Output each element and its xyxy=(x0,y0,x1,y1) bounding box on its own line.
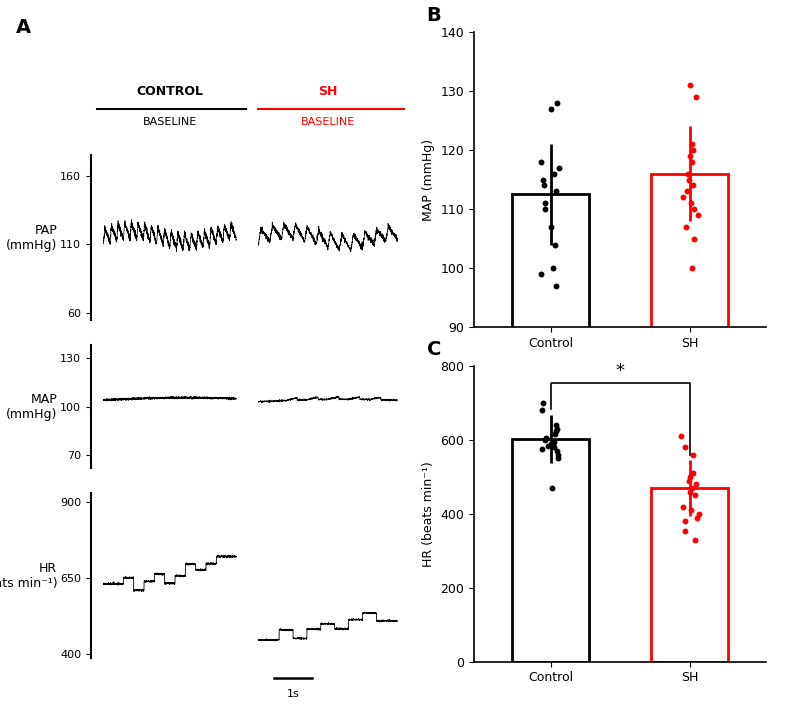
Point xyxy=(685,505,698,516)
Point xyxy=(551,423,564,434)
Text: BASELINE: BASELINE xyxy=(301,118,355,127)
Point xyxy=(552,453,565,464)
Point xyxy=(683,472,696,483)
Point xyxy=(679,525,691,536)
Bar xyxy=(652,488,728,662)
Point xyxy=(535,156,547,168)
Point xyxy=(682,168,694,180)
Text: BASELINE: BASELINE xyxy=(143,118,197,127)
Point xyxy=(538,198,551,209)
Point xyxy=(547,436,560,448)
Text: C: C xyxy=(427,340,441,359)
Y-axis label: HR
(beats min⁻¹): HR (beats min⁻¹) xyxy=(0,562,57,589)
Point xyxy=(687,203,700,215)
Point xyxy=(546,482,559,494)
Point xyxy=(686,263,698,274)
Bar xyxy=(512,439,589,662)
Point xyxy=(686,139,698,150)
Y-axis label: MAP (mmHg): MAP (mmHg) xyxy=(422,139,434,220)
Point xyxy=(552,449,565,460)
Point xyxy=(542,440,555,451)
Point xyxy=(675,431,687,442)
Y-axis label: HR (beats min⁻¹): HR (beats min⁻¹) xyxy=(422,461,434,567)
Y-axis label: PAP
(mmHg): PAP (mmHg) xyxy=(6,224,58,251)
Point xyxy=(544,103,557,114)
Y-axis label: MAP
(mmHg): MAP (mmHg) xyxy=(6,393,58,420)
Point xyxy=(547,263,559,274)
Text: B: B xyxy=(427,6,442,25)
Point xyxy=(683,174,695,185)
Point xyxy=(544,221,557,232)
Point xyxy=(540,432,552,444)
Point xyxy=(677,501,690,513)
Point xyxy=(686,482,698,494)
Point xyxy=(683,486,696,497)
Point xyxy=(550,280,562,291)
Point xyxy=(684,198,697,209)
Point xyxy=(553,162,566,173)
Point xyxy=(691,209,704,220)
Point xyxy=(538,180,551,191)
Point xyxy=(687,449,699,460)
Point xyxy=(549,186,562,197)
Point xyxy=(550,420,562,431)
Point xyxy=(535,444,547,455)
Point xyxy=(539,203,551,215)
Point xyxy=(538,434,551,446)
Point xyxy=(687,144,699,156)
Point xyxy=(547,168,560,180)
Point xyxy=(535,405,547,416)
Point xyxy=(686,156,698,168)
Point xyxy=(550,425,562,436)
Point xyxy=(688,233,701,244)
Point xyxy=(548,429,561,440)
Point xyxy=(687,180,699,191)
Point xyxy=(679,515,691,527)
Point xyxy=(679,221,692,232)
Point xyxy=(690,479,702,490)
Point xyxy=(689,490,702,501)
Text: *: * xyxy=(615,362,625,379)
Point xyxy=(551,97,563,108)
Point xyxy=(536,174,549,185)
Point xyxy=(692,508,705,520)
Text: SH: SH xyxy=(318,85,337,98)
Bar xyxy=(652,174,728,704)
Point xyxy=(681,186,694,197)
Text: CONTROL: CONTROL xyxy=(137,85,203,98)
Point xyxy=(548,442,561,453)
Point xyxy=(544,438,557,449)
Bar xyxy=(512,194,589,704)
Point xyxy=(536,397,549,408)
Point xyxy=(676,191,689,203)
Text: 1s: 1s xyxy=(287,689,299,698)
Point xyxy=(688,534,701,546)
Point xyxy=(690,91,702,102)
Point xyxy=(683,475,695,486)
Point xyxy=(679,442,691,453)
Point xyxy=(684,80,697,91)
Text: A: A xyxy=(16,18,31,37)
Point xyxy=(687,467,700,479)
Point xyxy=(551,446,563,457)
Point xyxy=(683,150,696,161)
Point xyxy=(535,268,547,279)
Point xyxy=(690,512,703,523)
Point xyxy=(549,239,562,250)
